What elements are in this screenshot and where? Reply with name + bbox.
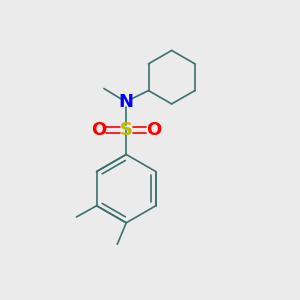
Text: O: O	[146, 121, 162, 139]
Text: N: N	[119, 93, 134, 111]
Text: O: O	[91, 121, 106, 139]
Text: S: S	[120, 121, 133, 139]
